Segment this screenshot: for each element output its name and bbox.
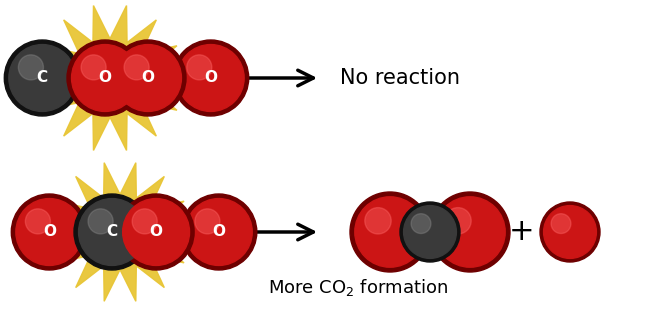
Text: O: O	[141, 70, 154, 86]
Circle shape	[81, 55, 106, 80]
Circle shape	[365, 208, 391, 234]
Circle shape	[173, 40, 249, 116]
Circle shape	[181, 194, 257, 270]
Circle shape	[132, 209, 157, 234]
Circle shape	[67, 40, 143, 116]
Circle shape	[115, 45, 181, 111]
Circle shape	[400, 202, 460, 262]
Polygon shape	[49, 163, 191, 301]
Circle shape	[430, 192, 510, 272]
Circle shape	[78, 199, 145, 265]
Text: C: C	[106, 224, 117, 240]
Circle shape	[74, 194, 150, 270]
Text: O: O	[43, 224, 56, 240]
Circle shape	[118, 194, 194, 270]
Circle shape	[11, 194, 87, 270]
Circle shape	[187, 55, 212, 80]
Circle shape	[9, 45, 76, 111]
Circle shape	[110, 40, 186, 116]
Circle shape	[16, 199, 83, 265]
Text: +: +	[509, 218, 535, 246]
Text: O: O	[98, 70, 111, 86]
Circle shape	[88, 209, 113, 234]
Text: O: O	[213, 224, 226, 240]
Text: C: C	[37, 70, 48, 86]
Circle shape	[551, 214, 571, 233]
Circle shape	[445, 208, 471, 234]
Circle shape	[5, 40, 80, 116]
Circle shape	[71, 45, 139, 111]
Circle shape	[411, 214, 431, 233]
Circle shape	[122, 199, 189, 265]
Circle shape	[195, 209, 220, 234]
Circle shape	[404, 206, 456, 259]
Circle shape	[435, 197, 505, 267]
Circle shape	[18, 55, 43, 80]
Text: No reaction: No reaction	[340, 68, 460, 88]
Circle shape	[178, 45, 244, 111]
Polygon shape	[36, 6, 184, 150]
Text: More CO$_2$ formation: More CO$_2$ formation	[268, 277, 448, 298]
Text: O: O	[204, 70, 217, 86]
Circle shape	[355, 197, 425, 267]
Circle shape	[124, 55, 149, 80]
Circle shape	[185, 199, 252, 265]
Circle shape	[544, 206, 596, 259]
Text: O: O	[150, 224, 163, 240]
Circle shape	[350, 192, 430, 272]
Circle shape	[25, 209, 51, 234]
Circle shape	[540, 202, 600, 262]
